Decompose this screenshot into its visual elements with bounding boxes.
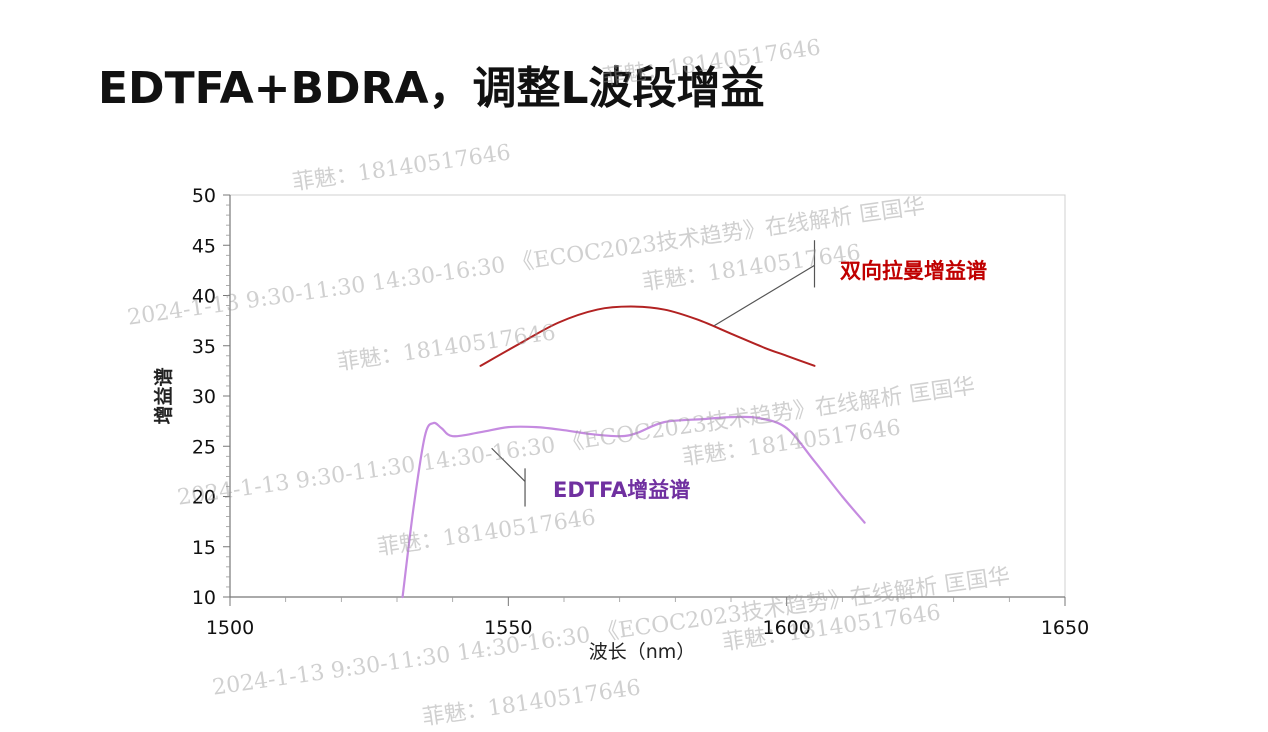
y-tick-label: 45 <box>192 235 216 257</box>
x-tick-label: 1550 <box>484 617 532 639</box>
x-tick-label: 1650 <box>1041 617 1089 639</box>
slide-title: EDTFA+BDRA，调整L波段增益 <box>98 63 765 114</box>
y-tick-label: 10 <box>192 587 216 609</box>
y-tick-label: 30 <box>192 386 216 408</box>
raman-leader-line <box>713 264 815 327</box>
raman-annotation: 双向拉曼增益谱 <box>840 259 987 283</box>
series-line-1 <box>479 305 816 367</box>
x-axis-label: 波长（nm） <box>589 641 696 663</box>
y-axis-label: 增益谱 <box>152 367 175 424</box>
y-tick-label: 35 <box>192 336 216 358</box>
series-lines <box>401 305 866 599</box>
edtfa-leader-line <box>491 447 526 482</box>
y-tick-label: 25 <box>192 436 216 458</box>
plot-frame <box>229 194 1066 598</box>
x-tick-label: 1600 <box>762 617 810 639</box>
y-tick-label: 40 <box>192 286 216 308</box>
plot-area-border <box>229 194 1066 598</box>
y-tick-label: 15 <box>192 537 216 559</box>
gain-spectrum-chart: 10 15 20 25 30 35 40 45 50 1500 1550 1600 1650 双向拉曼增… <box>152 185 1089 663</box>
y-tick-label: 20 <box>192 487 216 509</box>
series-line-2 <box>401 415 866 599</box>
edtfa-annotation: EDTFA增益谱 <box>553 478 690 502</box>
x-tick-label: 1500 <box>206 617 254 639</box>
annotations: 双向拉曼增益谱 EDTFA增益谱 <box>491 240 987 507</box>
axis-ticks: 10 15 20 25 30 35 40 45 50 1500 1550 1600 1650 <box>192 185 1089 639</box>
y-tick-label: 50 <box>192 185 216 207</box>
